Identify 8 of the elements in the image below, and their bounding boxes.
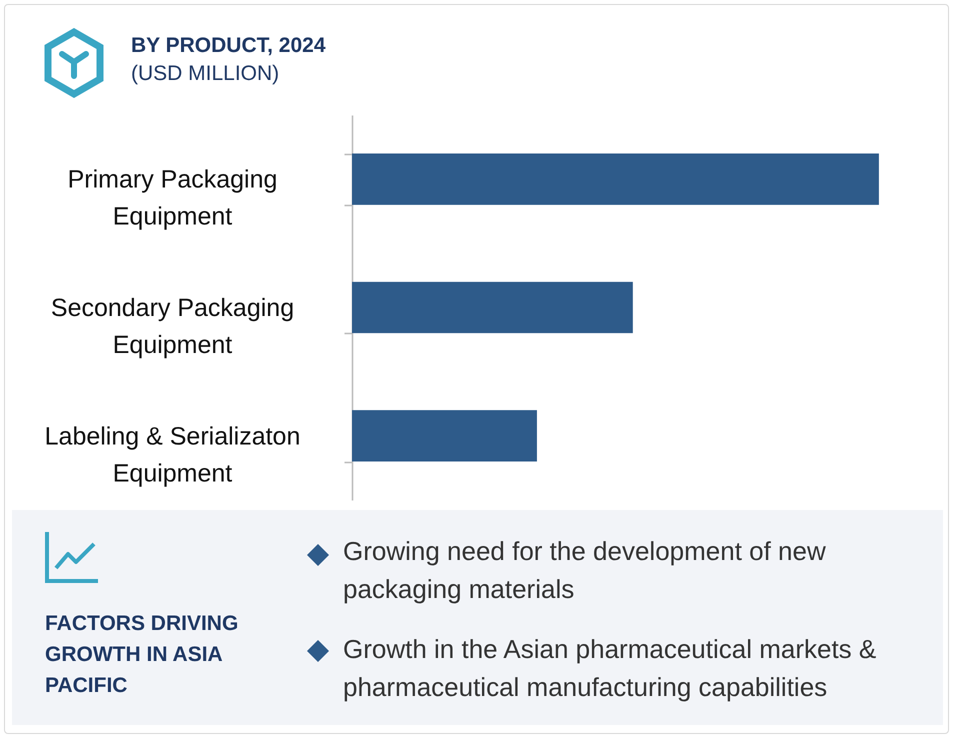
y-tick-label: Labeling & Serializaton Equipment bbox=[44, 422, 300, 488]
y-tick-label: Secondary Packaging Equipment bbox=[50, 294, 294, 359]
chart-title: BY PRODUCT, 2024 bbox=[131, 34, 326, 58]
text: Growing need for the development of new packaging materials bbox=[343, 535, 827, 606]
text: FACTORS DRIVING GROWTH IN ASIA PACIFIC bbox=[45, 611, 240, 699]
text: Growth in the Asian pharmaceutical markets & pharmaceutical manufacturing capabilities bbox=[343, 633, 878, 704]
chart-subtitle: (USD MILLION) bbox=[131, 62, 280, 86]
y-tick-label: Primary Packaging Equipment bbox=[68, 166, 278, 231]
